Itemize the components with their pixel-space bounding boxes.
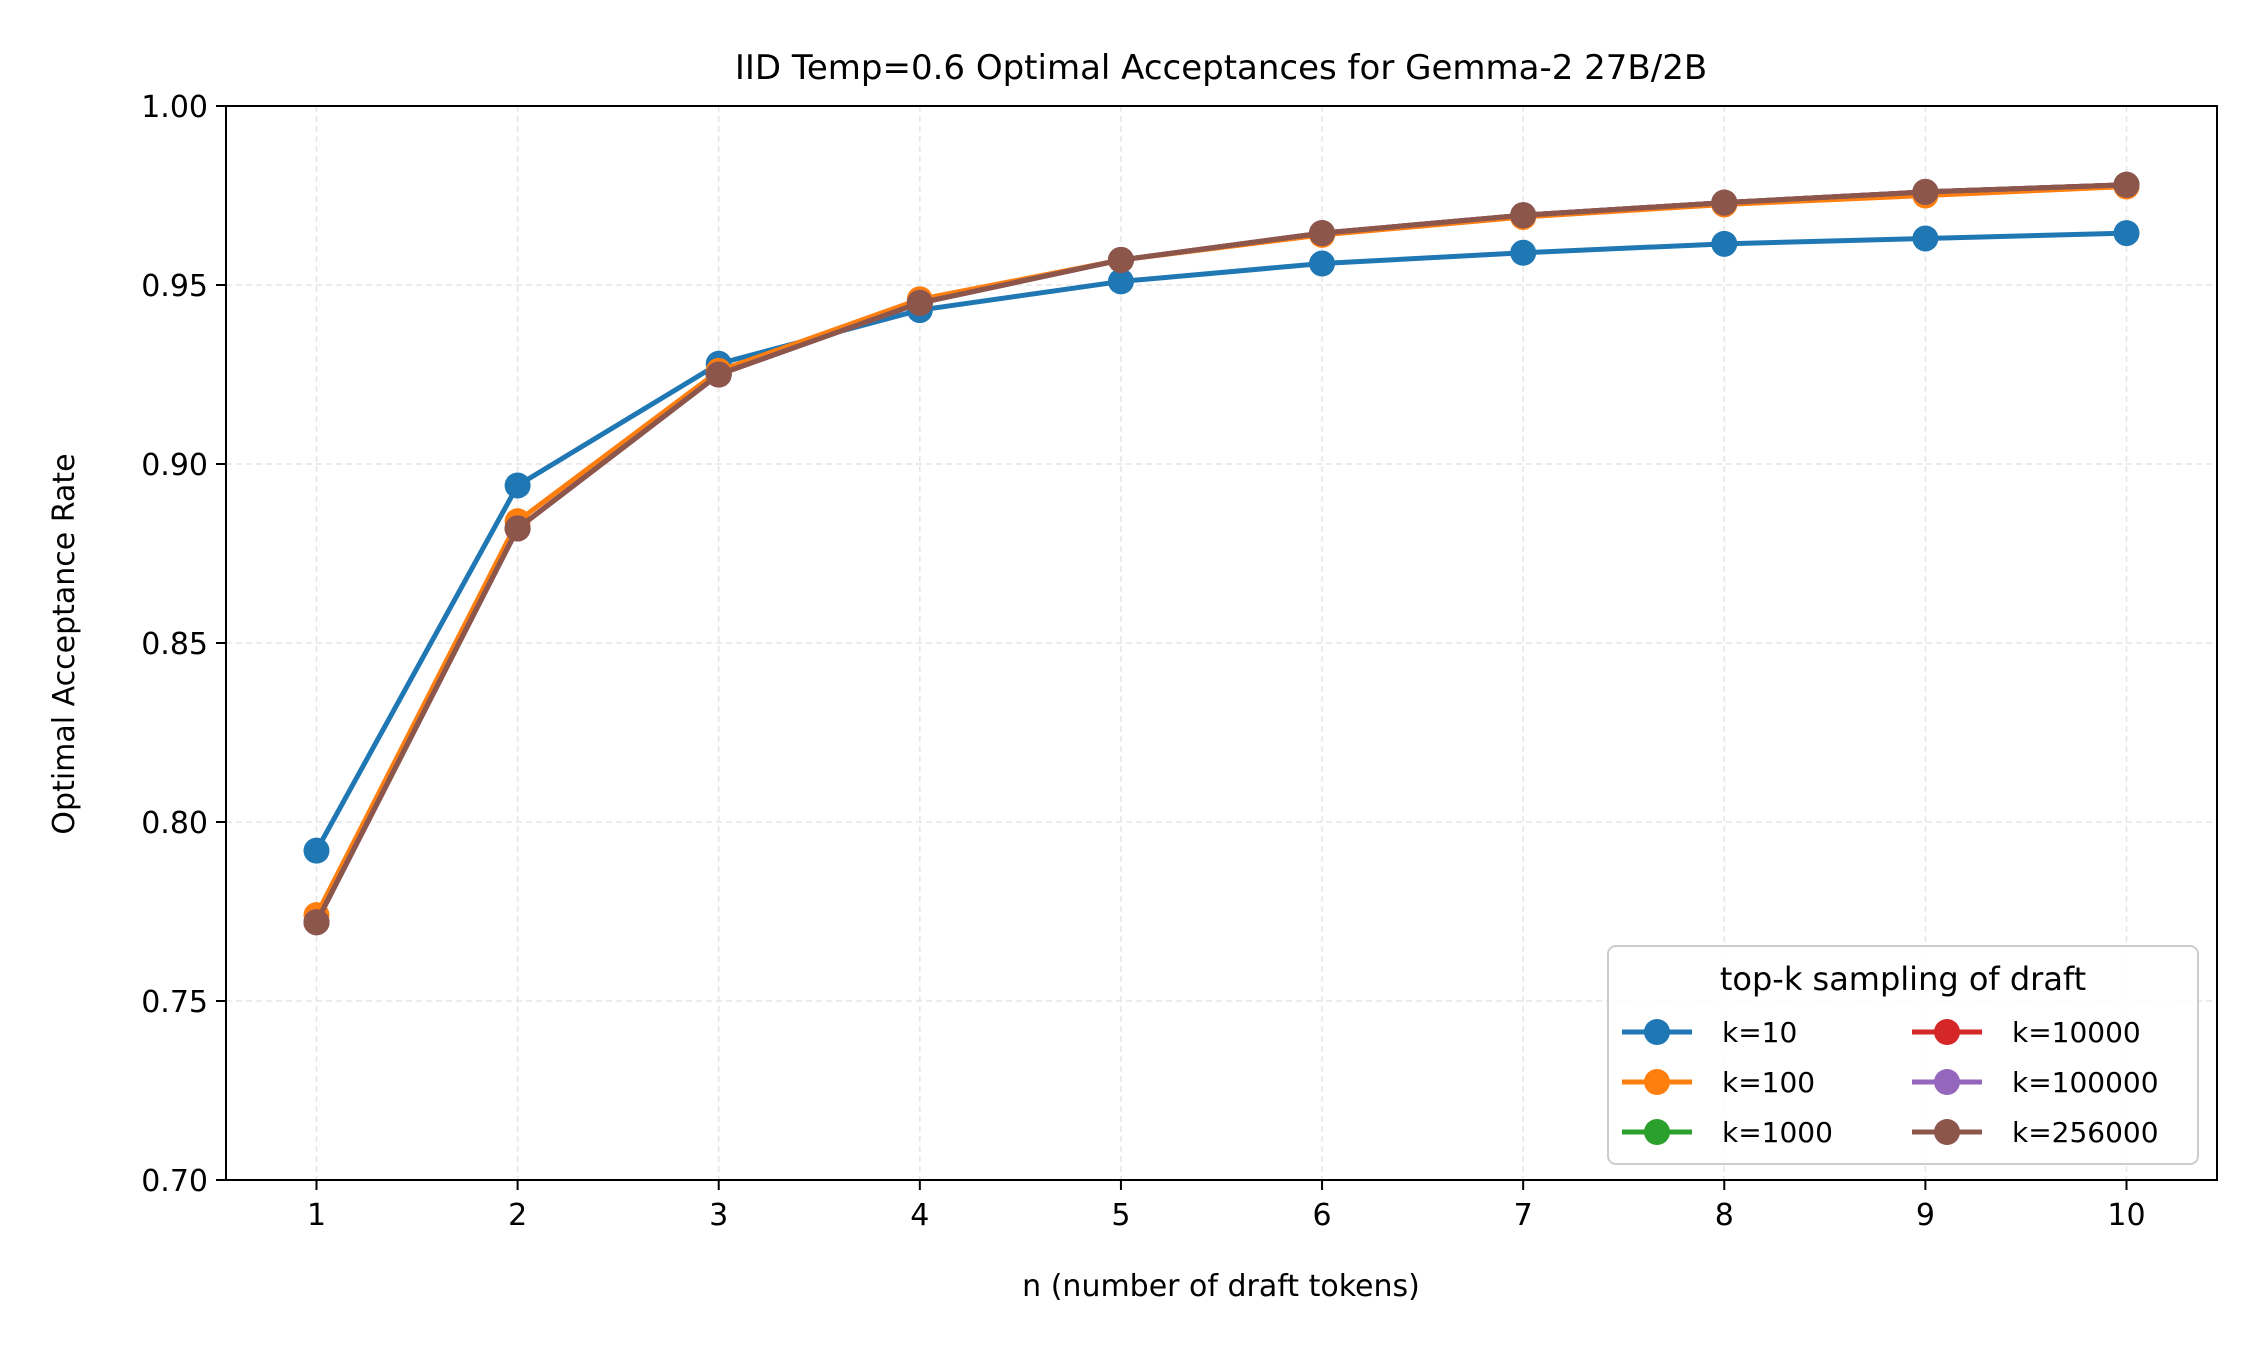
x-tick-label: 10 (2107, 1198, 2145, 1233)
y-tick-label: 0.95 (141, 269, 208, 304)
legend-swatch-marker (1934, 1119, 1960, 1145)
data-point (906, 289, 933, 316)
data-point (504, 515, 531, 542)
data-point (303, 837, 330, 864)
data-point (1309, 250, 1336, 277)
series-line (314, 182, 2127, 924)
data-point (1912, 178, 1939, 205)
x-tick-label: 5 (1111, 1198, 1130, 1233)
data-point (2113, 171, 2140, 198)
legend-item: k=1000 (1622, 1116, 1833, 1149)
legend-item: k=10 (1622, 1016, 1797, 1049)
legend-label: k=10 (1722, 1016, 1797, 1049)
data-point (1912, 225, 1939, 252)
legend-label: k=10000 (2012, 1016, 2141, 1049)
legend-swatch-marker (1644, 1069, 1670, 1095)
series-k=256000 (303, 171, 2140, 936)
y-tick-label: 1.00 (141, 90, 208, 125)
y-tick-label: 0.90 (141, 448, 208, 483)
legend-item: k=100000 (1912, 1066, 2159, 1099)
legend-box (1607, 945, 2199, 1165)
data-point (1107, 268, 1134, 295)
data-point (705, 361, 732, 388)
data-point (303, 909, 330, 936)
y-tick-label: 0.70 (141, 1164, 208, 1199)
legend-swatch-marker (1644, 1019, 1670, 1045)
y-tick-label: 0.80 (141, 806, 208, 841)
series-layer (303, 171, 2140, 936)
data-point (1711, 230, 1738, 257)
legend-item: k=256000 (1912, 1116, 2159, 1149)
legend: top-k sampling of draft k=10 k=100 k=1000 k=… (1607, 945, 2199, 1165)
data-point (1309, 220, 1336, 247)
legend-label: k=1000 (1722, 1116, 1833, 1149)
legend-item: k=10000 (1912, 1016, 2141, 1049)
x-tick-label: 2 (508, 1198, 527, 1233)
x-tick-label: 8 (1715, 1198, 1734, 1233)
y-axis-label: Optimal Acceptance Rate (47, 453, 82, 834)
legend-swatch-marker (1934, 1069, 1960, 1095)
data-point (1711, 189, 1738, 216)
legend-label: k=100 (1722, 1066, 1815, 1099)
x-tick-label: 6 (1313, 1198, 1332, 1233)
y-tick-label: 0.85 (141, 627, 208, 662)
legend-label: k=256000 (2012, 1116, 2159, 1149)
y-tick-label: 0.75 (141, 985, 208, 1020)
series-line (314, 230, 2127, 852)
legend-item: k=100 (1622, 1066, 1815, 1099)
data-point (1510, 202, 1537, 229)
legend-label: k=100000 (2012, 1066, 2159, 1099)
axes: 1 2 3 4 5 6 7 8 9 10 0.70 0.75 0.80 0.85 0.90 0.95 1.00 (141, 90, 2145, 1233)
data-point (1510, 239, 1537, 266)
data-point (504, 472, 531, 499)
x-tick-label: 4 (910, 1198, 929, 1233)
x-tick-label: 3 (709, 1198, 728, 1233)
legend-swatch-marker (1644, 1119, 1670, 1145)
legend-swatch-marker (1934, 1019, 1960, 1045)
chart-title: IID Temp=0.6 Optimal Acceptances for Gem… (735, 48, 1707, 88)
legend-title: top-k sampling of draft (1720, 960, 2086, 998)
x-tick-label: 9 (1916, 1198, 1935, 1233)
x-tick-label: 1 (307, 1198, 326, 1233)
x-tick-label: 7 (1514, 1198, 1533, 1233)
data-point (1107, 246, 1134, 273)
x-axis-label: n (number of draft tokens) (1022, 1269, 1420, 1304)
data-point (2113, 220, 2140, 247)
